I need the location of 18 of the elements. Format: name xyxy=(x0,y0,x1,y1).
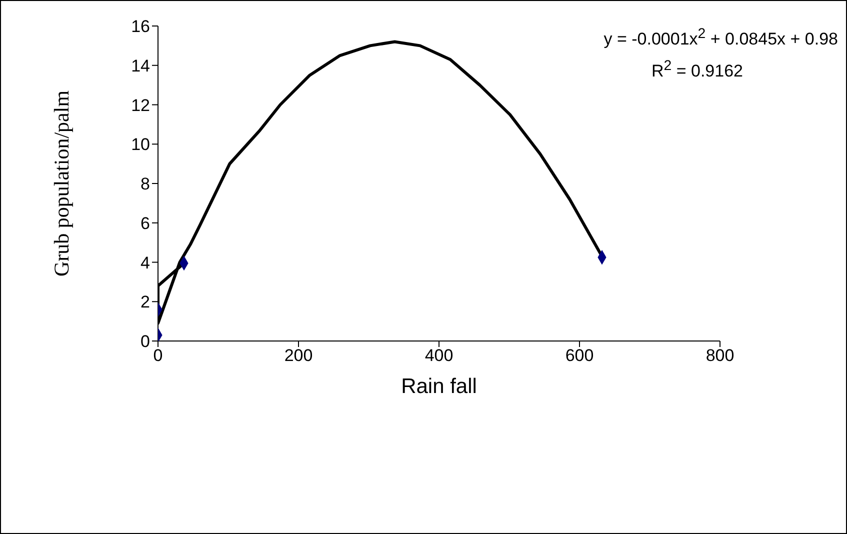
annotation: R$^{2}$ = 0.9162 xyxy=(650,56,744,82)
annotation: y = -0.0001x$^{2}$ + 0.0845x + 0.98 xyxy=(604,25,838,51)
x-tick-label: 800 xyxy=(706,346,734,366)
x-tick-label: 400 xyxy=(424,346,454,366)
y-tick-label: 2 xyxy=(140,292,150,312)
y-tick-label: 14 xyxy=(131,56,150,76)
y-tick-label: 16 xyxy=(131,17,150,36)
y-tick-label: 0 xyxy=(140,332,150,352)
y-axis-title: Grub population/palm xyxy=(49,90,74,277)
x-axis-title: Rain fall xyxy=(401,375,477,398)
y-tick-label: 6 xyxy=(140,214,150,233)
x-tick-label: 600 xyxy=(565,346,594,366)
x-tick-label: 0 xyxy=(153,346,163,366)
y-tick-label: 4 xyxy=(140,253,150,272)
y-tick-label: 10 xyxy=(131,135,150,154)
y-tick-label: 8 xyxy=(140,174,150,194)
y-tick-label: 12 xyxy=(131,96,150,115)
x-tick-label: 200 xyxy=(284,346,313,366)
